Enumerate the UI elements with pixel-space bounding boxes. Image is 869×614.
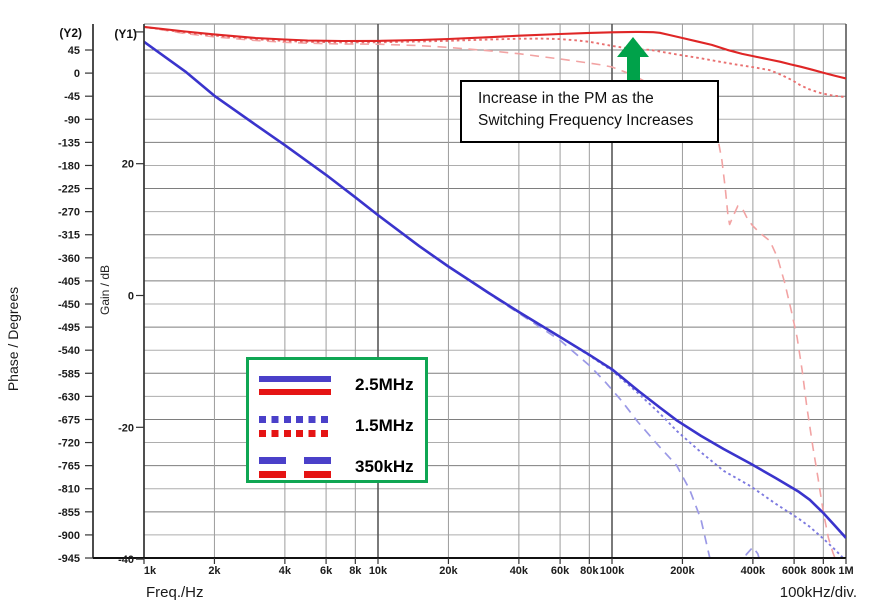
legend-label: 350kHz [355, 457, 414, 476]
phase-tick-label: -945 [58, 553, 80, 565]
gain-tick-label: -40 [118, 554, 134, 566]
dashed-blue-line-swatch [259, 456, 331, 464]
annotation-line-1: Increase in the PM as the [478, 90, 654, 107]
annotation-callout: Increase in the PM as the Switching Freq… [460, 80, 719, 143]
gain-axis-corner-label: (Y1) [114, 27, 137, 41]
curve-phase-1.5MHz [144, 25, 846, 99]
phase-tick-label: -225 [58, 184, 80, 196]
legend-row-350khz: 350kHz [259, 451, 425, 483]
freq-tick-label: 400k [741, 565, 766, 577]
phase-axis-corner-label: (Y2) [59, 26, 82, 40]
curve-phase-2.5MHz [144, 25, 846, 80]
freq-tick-label: 40k [510, 565, 529, 577]
legend-label: 1.5MHz [355, 416, 414, 435]
phase-tick-label: -135 [58, 137, 80, 149]
phase-tick-label: -315 [58, 230, 80, 242]
phase-tick-label: -900 [58, 530, 80, 542]
gain-tick-label: 20 [122, 159, 134, 171]
dotted-red-line-swatch [259, 429, 331, 437]
phase-tick-label: -855 [58, 507, 80, 519]
freq-tick-label: 10k [369, 565, 388, 577]
curve-gain-350kHz [144, 41, 760, 558]
dashed-red-line-swatch [259, 470, 331, 478]
gain-tick-label: -20 [118, 422, 134, 434]
freq-tick-label: 60k [551, 565, 570, 577]
phase-tick-label: -585 [58, 368, 80, 380]
phase-tick-label: -540 [58, 345, 80, 357]
curve-gain-2.5MHz [144, 40, 846, 539]
freq-tick-label: 100k [600, 565, 625, 577]
solid-red-line-swatch [259, 388, 331, 395]
phase-tick-label: -405 [58, 276, 80, 288]
green-up-arrow-icon [617, 37, 649, 57]
freq-tick-label: 8k [349, 565, 362, 577]
phase-tick-label: -45 [64, 91, 80, 103]
solid-blue-line-swatch [259, 375, 331, 382]
phase-tick-label: -180 [58, 160, 80, 172]
phase-tick-label: -765 [58, 461, 80, 473]
freq-tick-label: 80k [580, 565, 599, 577]
phase-tick-label: -675 [58, 414, 80, 426]
phase-tick-label: -810 [58, 484, 80, 496]
curves [144, 25, 846, 558]
phase-tick-label: 45 [68, 45, 80, 57]
freq-tick-label: 20k [439, 565, 458, 577]
freq-tick-label: 200k [670, 565, 695, 577]
phase-tick-label: -270 [58, 207, 80, 219]
phase-tick-label: -90 [64, 114, 80, 126]
x-axis-title: Freq./Hz [146, 584, 204, 601]
freq-tick-label: 2k [208, 565, 221, 577]
legend-swatch-solid [259, 375, 331, 395]
green-up-arrow-stem [627, 56, 640, 81]
x-axis-division-note: 100kHz/div. [779, 584, 857, 601]
phase-tick-label: -630 [58, 391, 80, 403]
freq-tick-label: 800k [811, 565, 836, 577]
phase-tick-label: -450 [58, 299, 80, 311]
freq-tick-label: 6k [320, 565, 333, 577]
freq-tick-label: 4k [279, 565, 292, 577]
gain-tick-label: 0 [128, 291, 134, 303]
legend-label: 2.5MHz [355, 375, 414, 394]
legend-row-2_5mhz: 2.5MHz [259, 369, 425, 401]
legend-row-1_5mhz: 1.5MHz [259, 410, 425, 442]
phase-tick-label: -360 [58, 253, 80, 265]
freq-tick-label: 1M [838, 565, 853, 577]
phase-tick-label: -495 [58, 322, 80, 334]
legend-swatch-dotted [259, 415, 331, 437]
freq-tick-label: 1k [144, 565, 157, 577]
legend-swatch-dashed [259, 456, 331, 478]
annotation-line-2: Switching Frequency Increases [478, 112, 694, 129]
phase-tick-label: -720 [58, 438, 80, 450]
freq-tick-label: 600k [782, 565, 807, 577]
axes: 45 0 -45 -90 -135 -180 -225 -270 -315 -360 -405 -45… [58, 24, 854, 577]
dotted-blue-line-swatch [259, 415, 331, 423]
phase-tick-label: 0 [74, 68, 80, 80]
legend-box: 2.5MHz 1.5MHz 350kHz [246, 357, 428, 483]
curve-phase-350kHz [144, 26, 836, 558]
